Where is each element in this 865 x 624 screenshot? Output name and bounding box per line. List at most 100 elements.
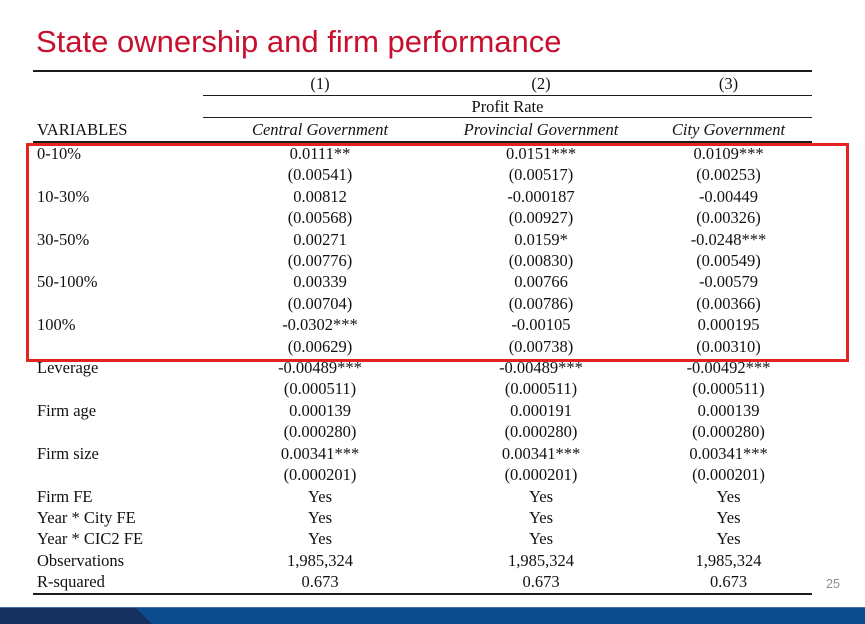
table-row: 30-50% 0.00271 0.0159* -0.0248***: [33, 229, 812, 250]
row-label: Leverage: [37, 358, 99, 378]
table-row: (0.000280) (0.000280) (0.000280): [33, 421, 812, 442]
cell-value: -0.00492***: [686, 358, 771, 378]
cell-value: Yes: [307, 529, 332, 549]
cell-value: Yes: [716, 486, 741, 506]
cell-value: (0.000511): [504, 379, 578, 399]
table-row: (0.00629) (0.00738) (0.00310): [33, 336, 812, 357]
cell-value: (0.000201): [504, 465, 578, 485]
table-row: (0.000201) (0.000201) (0.000201): [33, 464, 812, 485]
table-row: (0.00568) (0.00927) (0.00326): [33, 207, 812, 228]
model-number-3: (3): [645, 70, 812, 96]
cell-value: (0.000280): [283, 422, 357, 442]
row-label: [33, 293, 203, 314]
table-row: Firm FE Yes Yes Yes: [33, 486, 812, 507]
cell-value: (0.00786): [508, 293, 574, 313]
row-label: Firm FE: [37, 486, 93, 506]
row-label: [33, 378, 203, 399]
cell-value: (0.00253): [696, 165, 761, 185]
row-label: 0-10%: [37, 144, 81, 163]
cell-value: 0.673: [203, 571, 437, 595]
cell-value: 0.00341***: [280, 443, 360, 463]
cell-value: 0.0151***: [505, 144, 577, 163]
table-row: 100% -0.0302*** -0.00105 0.000195: [33, 314, 812, 335]
row-label: [33, 207, 203, 228]
row-label: R-squared: [33, 571, 203, 595]
empty-cell: [33, 70, 203, 96]
cell-value: -0.0302***: [282, 315, 358, 335]
cell-value: (0.000511): [283, 379, 357, 399]
cell-value: -0.00449: [698, 186, 759, 206]
cell-value: -0.000187: [507, 186, 575, 206]
row-label: Firm size: [37, 443, 99, 463]
cell-value: (0.00704): [287, 293, 353, 313]
cell-value: Yes: [528, 529, 553, 549]
row-label: [33, 421, 203, 442]
cell-value: 0.00766: [514, 272, 568, 292]
cell-value: 0.000195: [697, 315, 760, 335]
cell-value: 0.0159*: [514, 229, 568, 249]
table-row: Firm age 0.000139 0.000191 0.000139: [33, 400, 812, 421]
cell-value: (0.00568): [287, 208, 353, 228]
cell-value: 0.00812: [293, 186, 347, 206]
cell-value: (0.00830): [508, 251, 574, 271]
model-number-2: (2): [437, 70, 645, 96]
cell-value: 1,985,324: [508, 550, 574, 570]
cell-value: (0.00310): [696, 336, 761, 356]
cell-value: -0.0248***: [690, 229, 767, 249]
cell-value: Yes: [528, 486, 553, 506]
cell-value: 0.00271: [293, 229, 347, 249]
table-row: (0.000511) (0.000511) (0.000511): [33, 378, 812, 399]
table-body: 0-10% 0.0111** 0.0151*** 0.0109*** (0.00541)…: [33, 142, 812, 595]
cell-value: 0.673: [645, 571, 812, 595]
cell-value: (0.000280): [504, 422, 578, 442]
cell-value: 0.0109***: [693, 144, 764, 163]
row-label: Year * CIC2 FE: [37, 529, 144, 549]
cell-value: Yes: [307, 507, 332, 527]
row-label: Observations: [37, 550, 125, 570]
footer-bar: [0, 607, 865, 624]
table-row: Observations 1,985,324 1,985,324 1,985,324: [33, 550, 812, 571]
table-row: (0.00704) (0.00786) (0.00366): [33, 293, 812, 314]
row-label: Firm age: [37, 400, 97, 420]
table-row: Year * CIC2 FE Yes Yes Yes: [33, 528, 812, 549]
empty-cell: [33, 96, 203, 118]
table-row: R-squared 0.673 0.673 0.673: [33, 571, 812, 595]
table-row: 10-30% 0.00812 -0.000187 -0.00449: [33, 186, 812, 207]
regression-table: (1) (2) (3) Profit Rate VARIABLES Centra…: [33, 70, 812, 595]
cell-value: 0.00341***: [689, 443, 768, 463]
cell-value: (0.00326): [696, 208, 761, 228]
row-label: 50-100%: [37, 272, 98, 292]
cell-value: 1,985,324: [287, 550, 353, 570]
dependent-variable-row: Profit Rate: [33, 95, 812, 118]
row-label: 100%: [37, 315, 76, 335]
variables-header: VARIABLES: [33, 117, 203, 143]
table-row: (0.00776) (0.00830) (0.00549): [33, 250, 812, 271]
cell-value: 0.000191: [510, 400, 572, 420]
cell-value: (0.00517): [508, 165, 574, 185]
cell-value: Yes: [716, 507, 741, 527]
model-number-row: (1) (2) (3): [33, 70, 812, 96]
row-label: Year * City FE: [37, 507, 136, 527]
cell-value: Yes: [716, 529, 741, 549]
cell-value: Yes: [528, 507, 553, 527]
cell-value: 0.00339: [293, 272, 347, 292]
row-label: [33, 464, 203, 485]
row-label: 30-50%: [37, 229, 90, 249]
page-number: 25: [826, 577, 840, 591]
cell-value: (0.000280): [692, 422, 765, 442]
cell-value: 0.673: [437, 571, 645, 595]
model-number-1: (1): [203, 70, 437, 96]
cell-value: (0.000201): [692, 465, 765, 485]
column-header-row: VARIABLES Central Government Provincial …: [33, 117, 812, 143]
table-row: Firm size 0.00341*** 0.00341*** 0.00341***: [33, 443, 812, 464]
column-header-central: Central Government: [203, 117, 437, 143]
cell-value: 0.0111**: [289, 144, 351, 163]
cell-value: 0.000139: [697, 400, 760, 420]
cell-value: (0.00776): [287, 251, 353, 271]
table-row: 0-10% 0.0111** 0.0151*** 0.0109***: [33, 142, 812, 164]
table-row: 50-100% 0.00339 0.00766 -0.00579: [33, 271, 812, 292]
row-label: 10-30%: [37, 186, 90, 206]
table-row: Year * City FE Yes Yes Yes: [33, 507, 812, 528]
cell-value: (0.00541): [287, 165, 353, 185]
